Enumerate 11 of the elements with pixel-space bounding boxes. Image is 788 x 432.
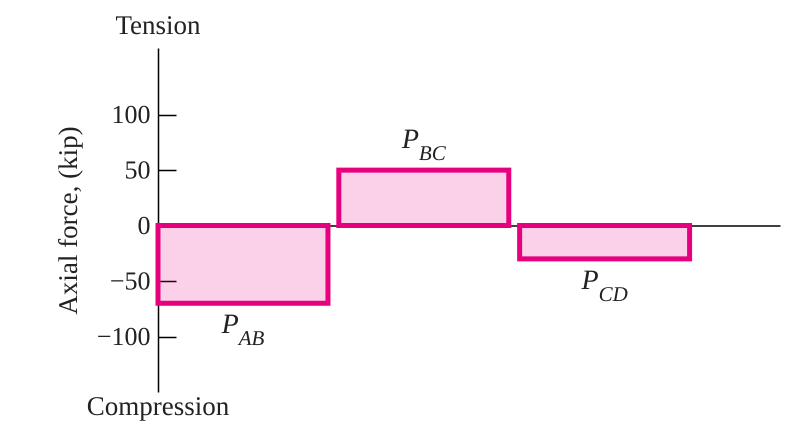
y-tick-label: −100 [96, 322, 150, 352]
y-tick-label: 50 [124, 156, 150, 185]
y-tick-label: 100 [112, 100, 150, 130]
x-tick-label: P$_{BC}$ [400, 124, 447, 166]
x-tick-label: P$_{CD}$ [580, 264, 628, 306]
annotation: Compression [86, 391, 230, 421]
y-axis-title: Axial force, (kip) [52, 126, 83, 315]
text: Tension [115, 10, 202, 40]
y-tick-label: −50 [110, 266, 150, 296]
x-tick-label: P$_{AB}$ [220, 309, 265, 350]
y-tick-label: 0 [138, 211, 150, 240]
